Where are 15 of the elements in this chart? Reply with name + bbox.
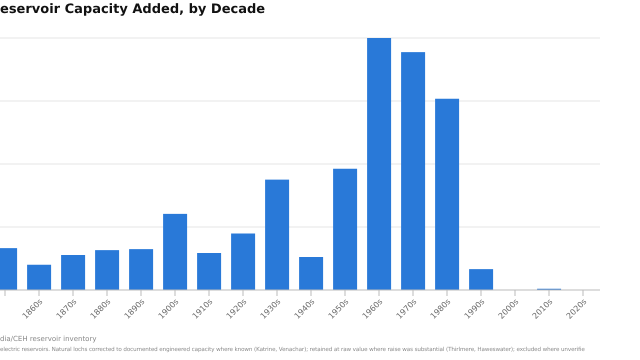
bar xyxy=(401,52,426,290)
bar xyxy=(469,269,494,290)
bar xyxy=(367,38,392,290)
bar xyxy=(129,249,154,290)
bar xyxy=(333,168,358,290)
bar xyxy=(299,256,324,290)
bar xyxy=(265,180,290,290)
bar xyxy=(163,214,188,290)
bar xyxy=(435,98,460,290)
chart-title: eservoir Capacity Added, by Decade xyxy=(0,2,266,17)
bar xyxy=(95,250,120,290)
bar xyxy=(231,234,256,290)
bar xyxy=(61,254,86,290)
bar xyxy=(197,252,222,290)
bar xyxy=(27,264,52,290)
